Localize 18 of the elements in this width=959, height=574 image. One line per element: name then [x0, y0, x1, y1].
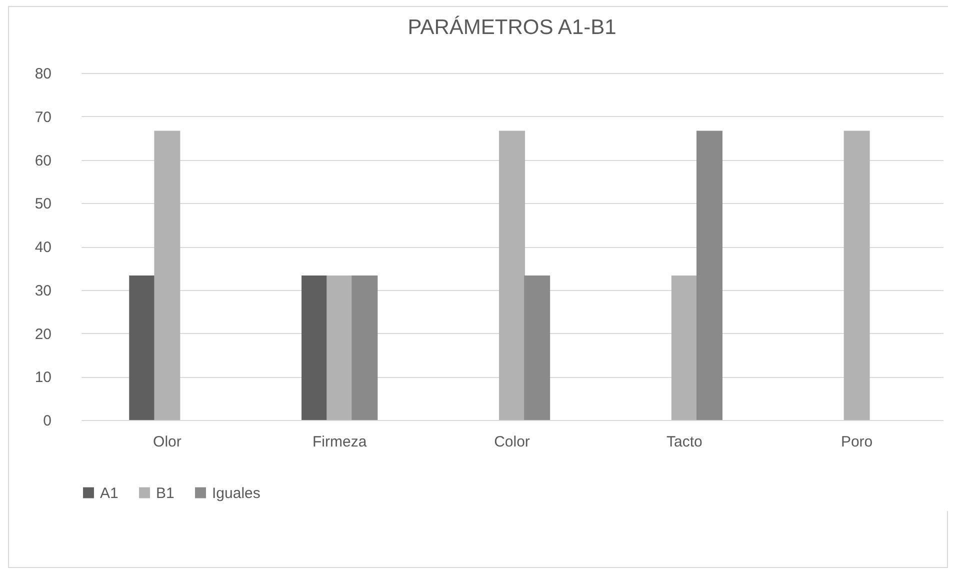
y-tick-label: 20 [34, 326, 52, 343]
legend-label: Iguales [212, 484, 260, 502]
x-tick-label: Tacto [666, 434, 702, 450]
chart-title: PARÁMETROS A1-B1 [408, 15, 616, 39]
x-tick-label: Olor [153, 434, 182, 450]
x-tick-label: Poro [840, 434, 873, 450]
y-tick-label: 70 [34, 108, 52, 126]
y-tick-label: 40 [34, 239, 52, 256]
x-tick-label: Firmeza [312, 434, 368, 450]
y-tick-label: 0 [43, 412, 52, 430]
legend-label: A1 [100, 484, 118, 502]
x-tick-label: Color [494, 434, 530, 450]
y-tick-label: 50 [34, 196, 52, 213]
y-tick-label: 30 [34, 282, 52, 300]
legend-label: B1 [156, 484, 174, 502]
y-tick-label: 80 [34, 66, 52, 82]
y-tick-label: 60 [34, 152, 52, 170]
y-tick-label: 10 [34, 369, 52, 386]
